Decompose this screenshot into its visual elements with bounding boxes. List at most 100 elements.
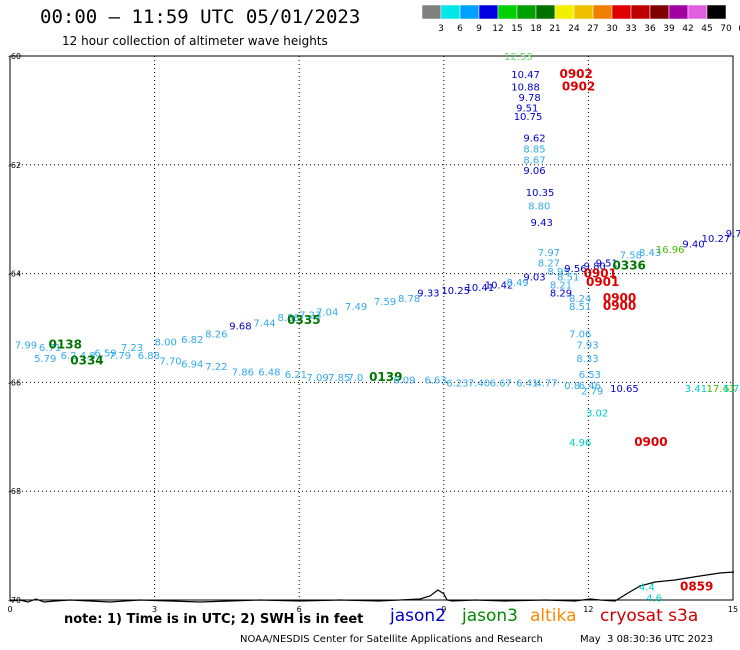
pass-time-label: 0139 bbox=[369, 370, 402, 384]
scale-label: 6 bbox=[457, 24, 463, 34]
wave-height-label: 6.88 bbox=[138, 351, 160, 362]
scale-swatch bbox=[630, 4, 651, 20]
wave-height-label: 7.0 bbox=[347, 373, 363, 384]
scale-label: 24 bbox=[568, 24, 580, 34]
scale-swatch bbox=[592, 4, 613, 20]
wave-height-label: 8.21 bbox=[550, 280, 572, 291]
wave-height-label: 7.85 bbox=[328, 373, 350, 384]
scale-label: 15 bbox=[511, 24, 522, 34]
wave-height-label: 6.71 bbox=[39, 343, 61, 354]
wave-height-label: 10.35 bbox=[526, 188, 555, 199]
wave-height-label: 7.97 bbox=[538, 248, 560, 259]
wave-height-label: 6.63 bbox=[425, 376, 447, 387]
wave-height-label: 7.99 bbox=[15, 340, 37, 351]
wave-height-label: 8.51 bbox=[569, 302, 591, 313]
footer-note: note: 1) Time is in UTC; 2) SWH is in fe… bbox=[64, 612, 364, 627]
wave-height-label: 6.67 bbox=[490, 378, 512, 389]
wave-height-label: 9.56 bbox=[564, 264, 586, 275]
wave-height-label: 12.53 bbox=[504, 52, 533, 63]
wave-height-label: 4.4 bbox=[639, 582, 655, 593]
scale-label: 27 bbox=[587, 24, 598, 34]
chart-title: 00:00 — 11:59 UTC 05/01/2023 bbox=[40, 6, 361, 28]
wave-height-label: 9.62 bbox=[523, 134, 545, 145]
scale-label: 42 bbox=[682, 24, 693, 34]
wave-height-label: 8.80 bbox=[528, 202, 550, 213]
wave-height-label: 5.74 bbox=[723, 384, 740, 395]
wave-height-label: 6.46 bbox=[579, 381, 601, 392]
wave-height-label: 6.23 bbox=[446, 378, 468, 389]
wave-height-label: 8.95 bbox=[547, 267, 569, 278]
wave-height-label: 6.82 bbox=[181, 335, 203, 346]
scale-swatch bbox=[706, 4, 727, 20]
wave-height-label: 7.93 bbox=[576, 340, 598, 351]
scale-swatch bbox=[649, 4, 670, 20]
wave-height-label: 17.43 bbox=[706, 384, 735, 395]
scale-swatch bbox=[687, 4, 708, 20]
scale-swatch bbox=[535, 4, 556, 20]
scale-label: 33 bbox=[625, 24, 636, 34]
pass-time-label: 0900 bbox=[603, 291, 636, 305]
coastline bbox=[9, 571, 735, 603]
wave-height-label: 7.44 bbox=[253, 319, 275, 330]
pass-time-label: 0336 bbox=[613, 258, 646, 272]
wave-height-label: 9.40 bbox=[682, 240, 704, 251]
x-tick-label: 6 bbox=[297, 605, 302, 614]
wave-height-label: 9.80 bbox=[584, 261, 606, 272]
axis-tick-labels: 0 3 6 9 12 15 -60 -62 -64 -66 -68 -70 bbox=[7, 52, 738, 614]
wave-height-label: 9.79 bbox=[726, 229, 740, 240]
pass-time-label: 0138 bbox=[49, 337, 82, 351]
x-tick-label: 12 bbox=[583, 605, 593, 614]
y-tick-label: -60 bbox=[8, 52, 21, 61]
wave-height-label: 7.09 bbox=[306, 373, 328, 384]
pass-time-label: 0859 bbox=[680, 579, 713, 593]
wave-height-label: 6.94 bbox=[181, 359, 203, 370]
wave-height-label: 7.22 bbox=[205, 362, 227, 373]
scale-label: 70 bbox=[720, 24, 732, 34]
wave-height-label: 7.23 bbox=[121, 343, 143, 354]
y-tick-label: -66 bbox=[8, 378, 21, 387]
scale-swatch bbox=[440, 4, 461, 20]
wave-height-label: 8.26 bbox=[205, 329, 227, 340]
wave-height-label: 8.51 bbox=[557, 272, 579, 283]
legend-jason2: jason2 bbox=[390, 606, 446, 626]
wave-height-label: 7.49 bbox=[345, 302, 367, 313]
x-tick-label: 15 bbox=[728, 605, 738, 614]
pass-time-label: 0901 bbox=[586, 275, 619, 289]
x-tick-label: 0 bbox=[7, 605, 12, 614]
wave-height-label: 8.00 bbox=[155, 338, 177, 349]
wave-height-label: 8.43 bbox=[639, 248, 661, 259]
wave-height-label: 8.33 bbox=[576, 354, 598, 365]
scale-swatch bbox=[611, 4, 632, 20]
wave-height-label: 6.59 bbox=[94, 348, 116, 359]
wave-height-label: 7.58 bbox=[620, 251, 642, 262]
scale-swatch bbox=[421, 4, 442, 20]
wave-height-label: 8.24 bbox=[569, 294, 591, 305]
wave-height-label: 8.27 bbox=[538, 259, 560, 270]
wave-height-label: 7.79 bbox=[109, 351, 131, 362]
wave-height-label: 9.06 bbox=[523, 166, 545, 177]
chart-grid bbox=[9, 55, 734, 601]
wave-height-label: 7.70 bbox=[159, 357, 181, 368]
pass-time-label: 0901 bbox=[584, 267, 617, 281]
scale-label: 21 bbox=[549, 24, 560, 34]
scale-label: 39 bbox=[663, 24, 675, 34]
scale-label: 36 bbox=[644, 24, 656, 34]
scale-swatch bbox=[478, 4, 499, 20]
chart-subtitle: 12 hour collection of altimeter wave hei… bbox=[62, 34, 328, 48]
wave-height-label: 8.49 bbox=[506, 278, 528, 289]
scale-swatch bbox=[573, 4, 594, 20]
pass-time-label: 0900 bbox=[603, 299, 636, 313]
wave-height-label: 10.65 bbox=[610, 384, 639, 395]
wave-height-label: 10.75 bbox=[514, 112, 543, 123]
wave-height-label: 10.47 bbox=[511, 70, 540, 81]
wave-height-label: 7.23 bbox=[299, 310, 321, 321]
generated-timestamp: May 3 08:30:36 UTC 2023 bbox=[580, 634, 714, 645]
pass-time-label: 0334 bbox=[70, 354, 103, 368]
plot-border bbox=[9, 55, 734, 601]
credit-line: NOAA/NESDIS Center for Satellite Applica… bbox=[240, 634, 543, 645]
wave-height-label: 6.48 bbox=[258, 368, 280, 379]
wave-height-label: 8.85 bbox=[523, 144, 545, 155]
pass-time-label: 0335 bbox=[287, 313, 320, 327]
